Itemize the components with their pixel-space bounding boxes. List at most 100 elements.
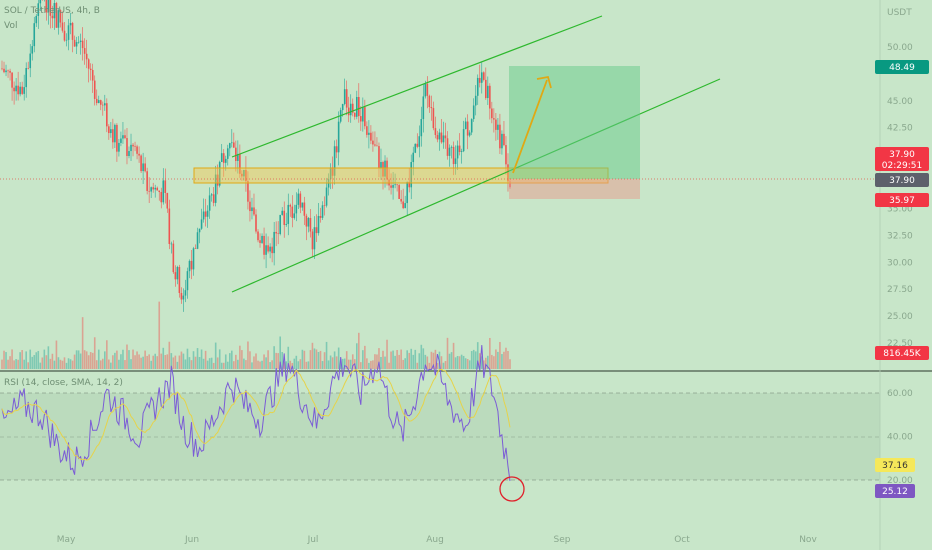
candle-body [271, 246, 273, 254]
volume-bar [331, 357, 334, 369]
candle-body [362, 107, 364, 122]
candle-body [297, 193, 300, 205]
volume-bar [228, 353, 231, 369]
volume-bar [37, 350, 40, 369]
volume-bar [370, 360, 372, 369]
candle-body [277, 233, 279, 235]
volume-bar [392, 350, 394, 369]
candle-body [235, 147, 237, 161]
price-badge-label: 816.45K [883, 349, 921, 359]
candle-body [210, 194, 213, 196]
volume-bar [394, 355, 396, 369]
candle-body [77, 41, 80, 43]
candle-body [456, 145, 459, 159]
volume-bar [243, 358, 245, 369]
volume-bar [142, 356, 144, 369]
candle-body [265, 245, 267, 255]
candle-body [63, 30, 66, 41]
candle-body [124, 135, 126, 139]
candle-body [17, 85, 19, 95]
volume-bar [495, 349, 497, 369]
candle-body [299, 193, 302, 208]
price-tick-label: 45.00 [887, 97, 913, 107]
candle-body [503, 133, 505, 146]
volume-bar [428, 362, 431, 369]
volume-bar [65, 362, 68, 369]
price-badge-label: 35.97 [889, 196, 915, 206]
time-axis[interactable]: May Jun Jul Aug Sep Oct Nov [57, 535, 818, 545]
candle-body [146, 171, 148, 191]
symbol-title: SOL / TetherUS, 4h, B [4, 6, 100, 16]
volume-bar [73, 354, 76, 369]
candle-body [67, 25, 70, 40]
candle-body [442, 135, 445, 143]
candle-body [497, 124, 499, 130]
volume-bar [450, 352, 453, 369]
time-tick-label: Nov [799, 535, 817, 545]
candle-body [281, 210, 284, 215]
candle-body [136, 146, 138, 154]
candle-body [478, 77, 481, 83]
candle-body [73, 39, 76, 47]
volume-bar [267, 350, 269, 369]
rsi-oversold-circle[interactable] [499, 476, 525, 502]
candle-body [474, 95, 477, 106]
volume-bar [275, 352, 277, 369]
volume-bar [247, 341, 249, 369]
projection-arrow[interactable] [512, 75, 552, 174]
candle-body [110, 129, 112, 134]
volume-bar [186, 348, 189, 369]
volume-bar [47, 346, 50, 369]
volume-bar [101, 358, 104, 369]
candle-body [29, 53, 32, 69]
volume-bar [1, 359, 3, 369]
volume-bar [156, 356, 159, 369]
candle-body [45, 0, 48, 13]
volume-bar [192, 351, 195, 369]
volume-bar [505, 347, 507, 369]
candle-body [311, 231, 314, 250]
candle-body [144, 163, 146, 172]
volume-bar [154, 353, 157, 369]
target-zone-box[interactable] [509, 66, 640, 179]
rsi-legend[interactable]: RSI (14, close, SMA, 14, 2) [4, 378, 123, 388]
candle-body [55, 3, 58, 28]
volume-bar [410, 348, 413, 369]
volume-bar [150, 360, 152, 369]
candle-body [196, 232, 199, 249]
volume-bar [474, 351, 477, 369]
candle-body [333, 146, 336, 176]
volume-bar [487, 355, 489, 369]
candle-body [257, 231, 259, 241]
candle-body [116, 124, 118, 152]
volume-bar [434, 349, 437, 369]
candle-body [263, 235, 265, 255]
candle-body [287, 204, 290, 224]
candle-body [315, 227, 318, 234]
stop-zone-box[interactable] [509, 179, 640, 199]
volume-bar [130, 359, 132, 369]
symbol-legend[interactable]: SOL / TetherUS, 4h, B [4, 6, 100, 16]
volume-bar [95, 360, 98, 369]
volume-bar [489, 337, 491, 369]
candle-body [69, 22, 72, 26]
candle-body [148, 190, 150, 192]
channel-upper-line[interactable] [231, 15, 603, 158]
volume-legend[interactable]: Vol [4, 21, 17, 31]
rsi-badge-label: 25.12 [882, 487, 908, 497]
candle-body [49, 0, 52, 16]
volume-bar [386, 339, 388, 369]
volume-bar [345, 351, 348, 369]
volume-bar [452, 342, 455, 369]
candle-body [450, 146, 453, 148]
candle-body [158, 190, 161, 193]
volume-bar [200, 349, 203, 369]
volume-bar [283, 361, 286, 369]
price-badge-label: 37.90 [889, 176, 915, 186]
volume-bar [158, 301, 161, 369]
rsi-axis[interactable]: 60.00 40.00 20.00 [887, 389, 913, 486]
volume-bar [257, 360, 259, 369]
candle-body [112, 129, 114, 143]
candle-body [152, 187, 154, 190]
